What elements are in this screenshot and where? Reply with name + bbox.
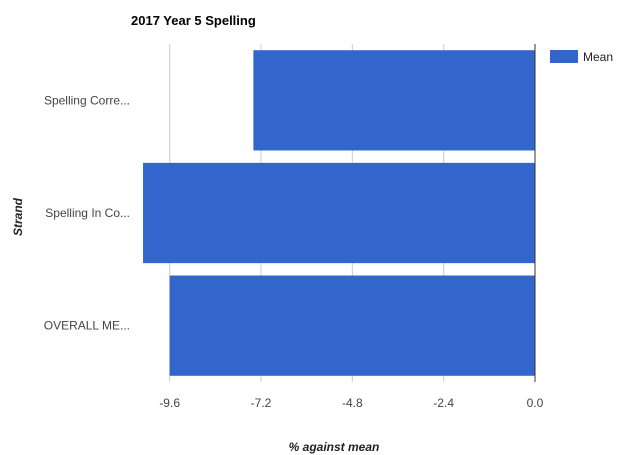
x-axis-title: % against mean xyxy=(289,440,380,454)
x-axis-tick-labels: -9.6 -7.2 -4.8 -2.4 0.0 xyxy=(159,396,543,410)
bars xyxy=(143,50,535,376)
bar xyxy=(253,50,535,151)
y-category-label: Spelling In Co... xyxy=(45,206,130,220)
y-category-label: Spelling Corre... xyxy=(44,93,130,107)
x-tick-label: -9.6 xyxy=(159,396,180,410)
y-axis-title: Strand xyxy=(11,197,25,236)
legend-swatch xyxy=(550,50,578,63)
x-tick-label: -2.4 xyxy=(433,396,454,410)
x-tick-label: 0.0 xyxy=(527,396,544,410)
x-tick-label: -4.8 xyxy=(342,396,363,410)
y-axis-category-labels: Spelling Corre... Spelling In Co... OVERAL… xyxy=(44,93,130,332)
legend: Mean xyxy=(550,50,613,64)
legend-label: Mean xyxy=(583,50,613,64)
x-tick-label: -7.2 xyxy=(251,396,272,410)
bar xyxy=(169,275,535,376)
bar xyxy=(143,162,535,264)
chart-title: 2017 Year 5 Spelling xyxy=(131,13,256,28)
y-category-label: OVERALL ME... xyxy=(44,319,130,333)
